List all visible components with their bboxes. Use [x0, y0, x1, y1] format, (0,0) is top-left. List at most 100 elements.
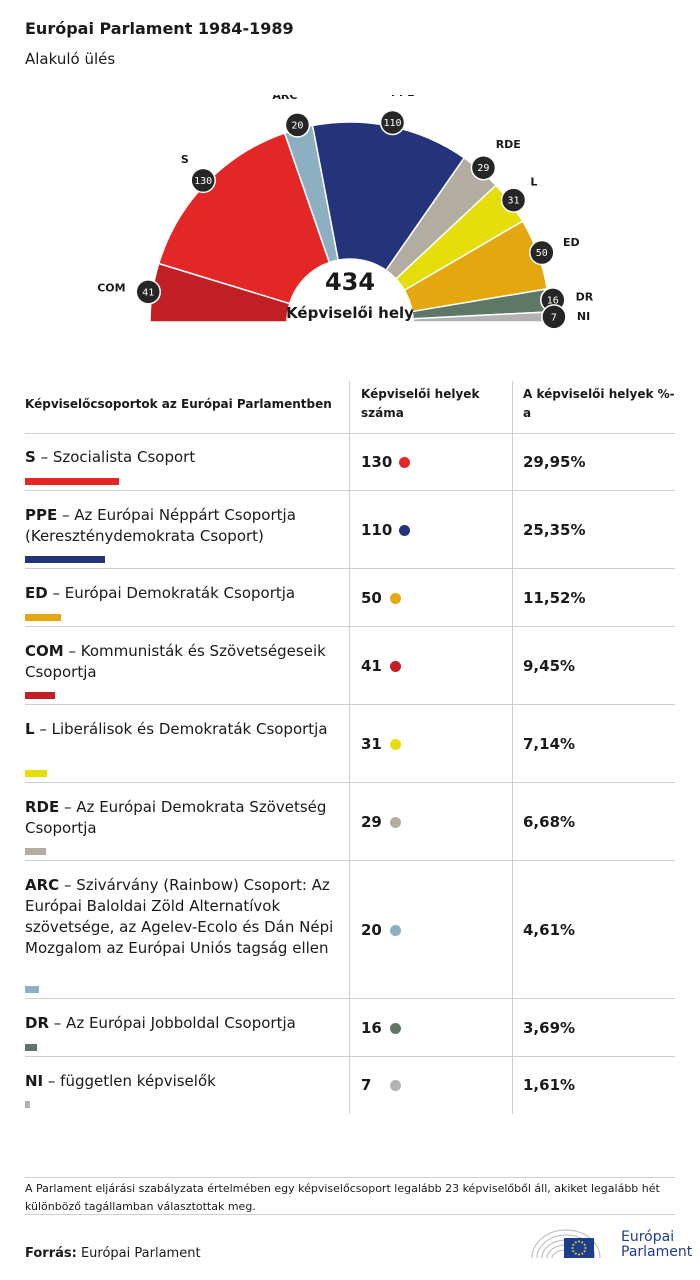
group-label-arc: ARC	[272, 95, 297, 102]
seat-percent: 25,35%	[523, 520, 586, 539]
seat-percent: 11,52%	[523, 588, 586, 607]
share-bar	[25, 478, 119, 485]
source-label: Forrás:	[25, 1246, 77, 1261]
logo-line1: Európai	[621, 1229, 675, 1245]
seat-count: 29	[361, 812, 382, 831]
eu-star-icon	[572, 1243, 575, 1246]
group-label-l: L	[530, 176, 537, 189]
table-header: Képviselőcsoportok az Európai Parlamentb…	[25, 381, 675, 434]
seat-percent: 9,45%	[523, 656, 576, 675]
eu-star-icon	[584, 1247, 587, 1249]
seat-percent: 4,61%	[523, 920, 576, 939]
table-row: ED – Európai Demokraták Csoportja 50 11,52…	[25, 569, 675, 627]
group-name: ED – Európai Demokraták Csoportja	[25, 583, 335, 604]
group-abbr: DR	[25, 1014, 50, 1032]
group-name: ARC – Szivárvány (Rainbow) Csoport: Az E…	[25, 875, 335, 959]
logo-text: Európai Parlament	[621, 1230, 692, 1260]
seat-badge-ppe	[379, 109, 406, 136]
group-abbr: ED	[25, 584, 48, 602]
table-row: ARC – Szivárvány (Rainbow) Csoport: Az E…	[25, 861, 675, 999]
eu-star-icon	[571, 1247, 574, 1249]
total-seats-value: 434	[325, 268, 375, 296]
seat-count: 130	[361, 452, 393, 471]
eu-star-icon	[572, 1250, 575, 1253]
color-dot-icon	[390, 592, 401, 604]
group-name: PPE – Az Európai Néppárt Csoportja (Kere…	[25, 505, 335, 547]
total-seats-label: Képviselői hely	[286, 304, 414, 322]
group-abbr: S	[25, 448, 36, 466]
seat-badge-value: 130	[194, 176, 212, 187]
seat-badge-value: 29	[477, 163, 489, 174]
group-label-ed: ED	[563, 236, 580, 249]
eu-star-icon	[574, 1252, 577, 1255]
seat-badge-value: 110	[383, 118, 401, 129]
color-dot-icon	[390, 1022, 401, 1034]
share-bar	[25, 770, 47, 777]
eu-star-icon	[583, 1250, 586, 1253]
group-abbr: NI	[25, 1072, 44, 1090]
seat-percent: 7,14%	[523, 734, 576, 753]
table-row: PPE – Az Európai Néppárt Csoportja (Kere…	[25, 491, 675, 569]
seat-percent: 3,69%	[523, 1018, 576, 1037]
color-dot-icon	[390, 1080, 401, 1091]
source: Forrás: Európai Parlament	[25, 1246, 201, 1261]
eu-star-icon	[583, 1243, 586, 1246]
table-row: S – Szocialista Csoport 130 29,95%	[25, 433, 675, 491]
color-dot-icon	[399, 524, 410, 536]
group-fullname: – független képviselők	[43, 1072, 216, 1090]
group-label-s: S	[181, 153, 189, 166]
seat-badge-value: 41	[142, 287, 154, 298]
group-fullname: – Az Európai Demokrata Szövetség Csoport…	[25, 798, 327, 837]
seat-badge-l	[500, 187, 527, 213]
column-divider	[512, 381, 513, 1114]
group-name: RDE – Az Európai Demokrata Szövetség Cso…	[25, 797, 335, 839]
seat-count: 20	[361, 920, 382, 939]
seat-percent: 29,95%	[523, 452, 586, 471]
group-name: COM – Kommunisták és Szövetségeseik Csop…	[25, 641, 335, 683]
hemicycle-chart: 41 130 20 110 29 31 50 16 7 COM S ARC PPE RDE L ED DR NI…	[97, 95, 594, 330]
group-label-dr: DR	[576, 291, 594, 304]
seat-badge-value: 20	[291, 120, 303, 131]
seat-percent: 6,68%	[523, 812, 576, 831]
european-parliament-logo	[531, 1229, 601, 1259]
column-divider	[349, 381, 350, 1114]
table-row: L – Liberálisok és Demokraták Csoportja 3…	[25, 705, 675, 783]
group-abbr: RDE	[25, 798, 60, 816]
group-abbr: COM	[25, 642, 64, 660]
share-bar	[25, 556, 105, 563]
eu-star-icon	[578, 1253, 580, 1256]
table-row: COM – Kommunisták és Szövetségeseik Csop…	[25, 627, 675, 705]
seat-count: 16	[361, 1018, 382, 1037]
seat-percent: 1,61%	[523, 1076, 576, 1094]
seat-badge-value: 7	[551, 312, 557, 323]
color-dot-icon	[390, 738, 401, 750]
table-row: RDE – Az Európai Demokrata Szövetség Cso…	[25, 783, 675, 861]
group-label-ni: NI	[577, 310, 590, 323]
seat-count: 41	[361, 656, 382, 675]
seat-count: 7	[361, 1076, 372, 1094]
share-bar	[25, 692, 55, 699]
group-name: NI – független képviselők	[25, 1071, 335, 1092]
col-header-groups: Képviselőcsoportok az Európai Parlamentb…	[25, 397, 332, 411]
footer-divider	[25, 1214, 675, 1215]
share-bar	[25, 848, 46, 855]
group-label-ppe: PPE	[391, 95, 415, 99]
group-label-rde: RDE	[496, 138, 521, 151]
group-abbr: ARC	[25, 876, 60, 894]
eu-star-icon	[578, 1240, 580, 1243]
color-dot-icon	[399, 456, 410, 468]
seat-count: 31	[361, 734, 382, 753]
col-header-percent: A képviselői helyek %-a	[523, 387, 675, 420]
group-fullname: – Európai Demokraták Csoportja	[47, 584, 296, 602]
seat-badge-ed	[529, 239, 555, 266]
seat-badge-arc	[284, 112, 311, 138]
group-name: L – Liberálisok és Demokraták Csoportja	[25, 719, 335, 740]
chart-subtitle: Alakuló ülés	[25, 50, 116, 68]
group-fullname: – Szivárvány (Rainbow) Csoport: Az Európ…	[25, 876, 334, 957]
seat-badge-ni	[541, 304, 567, 330]
seat-count: 50	[361, 588, 382, 607]
logo-line2: Parlament	[621, 1244, 693, 1260]
seat-count: 110	[361, 520, 393, 539]
color-dot-icon	[390, 660, 401, 672]
table-row: DR – Az Európai Jobboldal Csoportja 16 3,6…	[25, 999, 675, 1057]
